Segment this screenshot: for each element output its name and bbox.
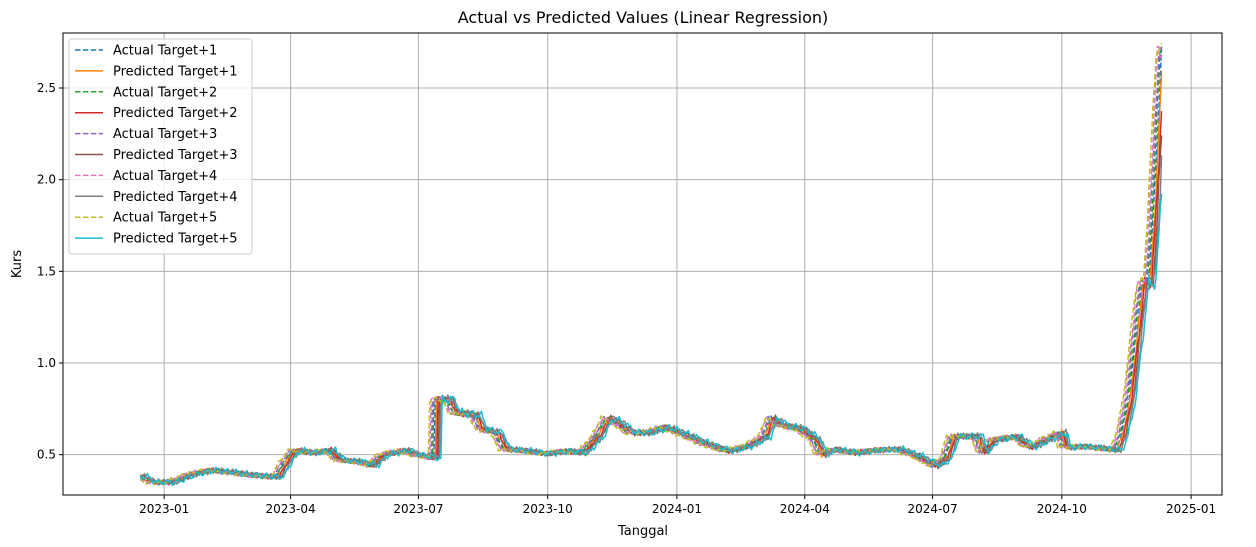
y-axis-ticks: 0.5 1.0 1.5 2.0 2.5 — [37, 81, 63, 462]
gridlines — [63, 33, 1222, 495]
legend-label: Actual Target+1 — [113, 44, 217, 59]
x-tick-label: 2023-01 — [139, 502, 189, 516]
series-line-9 — [139, 42, 1163, 485]
legend-label: Predicted Target+3 — [113, 148, 238, 163]
y-axis-label: Kurs — [10, 250, 25, 278]
x-tick-label: 2025-01 — [1166, 502, 1216, 516]
chart-title: Actual vs Predicted Values (Linear Regre… — [458, 8, 828, 27]
legend: Actual Target+1 Predicted Target+1 Actual … — [68, 38, 253, 255]
legend-label: Actual Target+3 — [113, 127, 217, 142]
x-tick-label: 2024-04 — [780, 502, 830, 516]
x-tick-label: 2023-07 — [393, 502, 443, 516]
x-tick-label: 2024-07 — [908, 502, 958, 516]
y-tick-label: 2.5 — [37, 81, 56, 95]
x-tick-label: 2024-01 — [652, 502, 702, 516]
y-tick-label: 2.0 — [37, 173, 56, 187]
plot-lines — [139, 42, 1163, 487]
x-tick-label: 2024-10 — [1037, 502, 1087, 516]
x-axis-ticks: 2023-01 2023-04 2023-07 2023-10 2024-01 2024-… — [139, 495, 1216, 516]
legend-label: Actual Target+4 — [113, 169, 217, 184]
legend-label: Predicted Target+1 — [113, 64, 238, 79]
legend-label: Predicted Target+2 — [113, 106, 238, 121]
x-tick-label: 2023-10 — [523, 502, 573, 516]
y-tick-label: 0.5 — [37, 448, 56, 462]
x-axis-label: Tanggal — [617, 524, 668, 539]
legend-label: Predicted Target+5 — [113, 232, 238, 247]
y-tick-label: 1.0 — [37, 356, 56, 370]
axes-frame — [62, 32, 1223, 496]
legend-label: Predicted Target+4 — [113, 190, 238, 205]
legend-label: Actual Target+2 — [113, 85, 217, 100]
legend-box — [68, 38, 253, 255]
y-tick-label: 1.5 — [37, 264, 56, 278]
legend-label: Actual Target+5 — [113, 211, 217, 226]
x-tick-label: 2023-04 — [266, 502, 316, 516]
series-line-10 — [139, 193, 1163, 487]
